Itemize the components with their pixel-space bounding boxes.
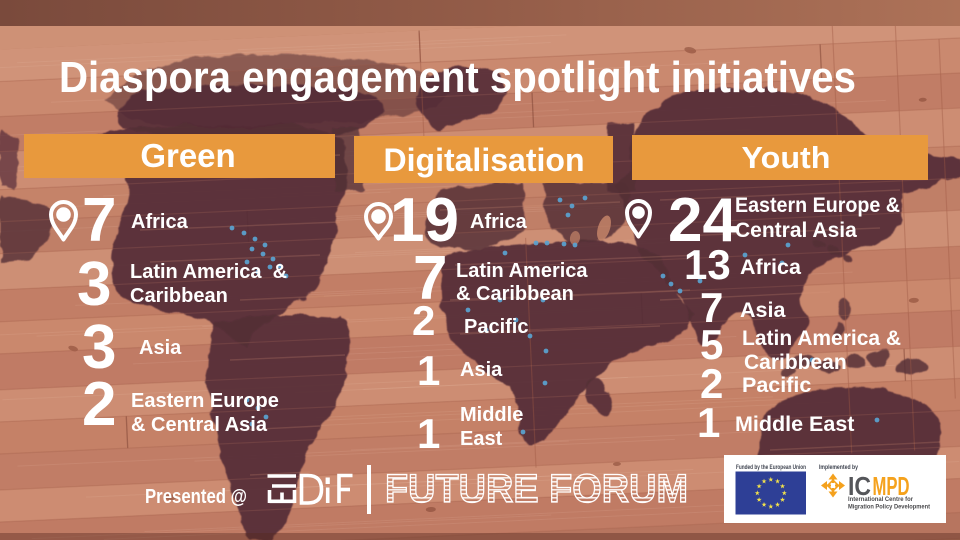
svg-text:Asia: Asia (139, 337, 182, 359)
svg-text:Migration Policy Development: Migration Policy Development (848, 504, 930, 511)
svg-text:Central Asia: Central Asia (735, 219, 857, 242)
svg-text:Middle: Middle (460, 404, 523, 426)
svg-text:Pacific: Pacific (742, 373, 811, 397)
svg-text:IC: IC (848, 473, 871, 501)
svg-text:7: 7 (82, 186, 116, 255)
svg-text:Caribbean: Caribbean (744, 351, 847, 374)
svg-text:Asia: Asia (460, 359, 503, 381)
svg-text:Diaspora engagement spotlight: Diaspora engagement spotlight initiative… (59, 53, 856, 102)
svg-text:Africa: Africa (740, 255, 802, 279)
svg-text:& Central Asia: & Central Asia (131, 414, 268, 436)
svg-text:2: 2 (700, 360, 723, 407)
svg-text:International Centre for: International Centre for (848, 496, 914, 503)
svg-text:Green: Green (140, 137, 235, 174)
svg-text:Youth: Youth (742, 140, 831, 175)
svg-text:& Caribbean: & Caribbean (456, 283, 574, 305)
svg-text:7: 7 (700, 284, 723, 331)
svg-text:Presented @: Presented @ (145, 486, 247, 508)
svg-text:Africa: Africa (131, 211, 189, 233)
svg-text:13: 13 (684, 241, 731, 288)
svg-text:FUTURE FORUM: FUTURE FORUM (385, 467, 688, 511)
svg-text:Eastern Europe: Eastern Europe (131, 390, 279, 412)
svg-text:MPD: MPD (873, 473, 910, 501)
svg-text:Asia: Asia (740, 298, 786, 322)
svg-text:East: East (460, 428, 503, 450)
svg-text:5: 5 (700, 321, 723, 368)
svg-text:Middle East: Middle East (735, 412, 854, 436)
svg-text:3: 3 (82, 313, 116, 382)
svg-text:7: 7 (413, 244, 447, 313)
svg-text:Latin America: Latin America (456, 260, 588, 282)
svg-text:Caribbean: Caribbean (130, 285, 228, 307)
svg-text:Latin America &: Latin America & (130, 261, 287, 283)
svg-text:1: 1 (417, 347, 440, 394)
svg-text:1: 1 (417, 410, 440, 457)
svg-text:1: 1 (697, 399, 720, 446)
svg-text:Latin America &: Latin America & (742, 327, 901, 350)
svg-text:3: 3 (77, 250, 111, 319)
svg-text:Eastern Europe &: Eastern Europe & (735, 194, 900, 217)
svg-text:2: 2 (412, 297, 435, 344)
svg-text:Pacific: Pacific (464, 316, 528, 338)
svg-text:Implemented by: Implemented by (819, 465, 859, 471)
svg-text:2: 2 (82, 370, 116, 439)
svg-text:Funded by the European Union: Funded by the European Union (736, 465, 806, 471)
svg-text:24: 24 (668, 186, 737, 255)
svg-text:Digitalisation: Digitalisation (384, 142, 585, 178)
svg-text:Africa: Africa (470, 211, 528, 233)
svg-text:19: 19 (390, 186, 459, 255)
